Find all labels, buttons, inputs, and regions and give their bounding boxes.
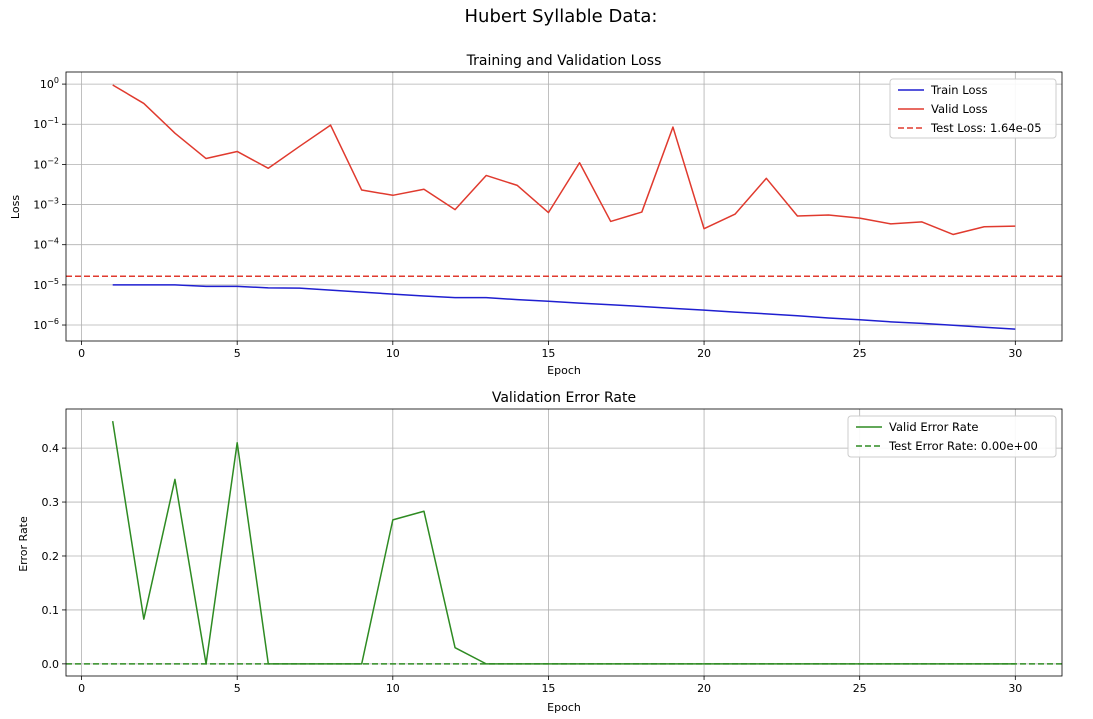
loss-chart-legend-label: Train Loss [930, 83, 987, 97]
loss-chart-xtick-label: 25 [853, 347, 867, 360]
loss-chart-xtick-label: 10 [386, 347, 400, 360]
loss-chart-ytick-label: 10−2 [33, 156, 59, 171]
error-rate-chart-xtick-label: 0 [78, 682, 85, 695]
loss-chart-ytick-exponent: −5 [47, 277, 59, 286]
error-rate-chart-legend: Valid Error Rate Test Error Rate: 0.00e+0… [847, 415, 1057, 458]
loss-chart-xtick-label: 5 [234, 347, 241, 360]
error-rate-chart-ytick-label: 0.3 [42, 496, 60, 509]
error-rate-chart-series-line-0 [111, 421, 1016, 665]
loss-chart-ytick-exponent: −4 [47, 237, 59, 246]
error-rate-chart-xtick-label: 15 [541, 682, 555, 695]
loss-chart-legend-box [889, 78, 1057, 139]
error-rate-chart-xlabel: Epoch [547, 701, 581, 714]
loss-chart-ytick-label: 10−5 [33, 277, 59, 292]
loss-chart-ytick-base: 10 [33, 199, 47, 212]
error-rate-chart-ytick-label: 0.0 [42, 658, 60, 671]
error-rate-chart-xtick-label: 30 [1008, 682, 1022, 695]
loss-chart: Training and Validation Loss Epoch Loss … [9, 53, 1063, 377]
error-rate-chart-ytick-label: 0.4 [42, 442, 60, 455]
loss-chart-ytick-base: 10 [33, 118, 47, 131]
loss-chart-ytick-base: 10 [40, 78, 54, 91]
error-rate-chart-legend-box [847, 415, 1057, 458]
error-rate-chart-xtick-label: 10 [386, 682, 400, 695]
loss-chart-ytick-base: 10 [33, 319, 47, 332]
error-rate-chart: Validation Error Rate Epoch Error Rate 0… [17, 390, 1063, 714]
loss-chart-series-line-0 [112, 284, 1016, 330]
loss-chart-ytick-base: 10 [33, 239, 47, 252]
loss-chart-legend-label: Valid Loss [931, 102, 988, 116]
loss-chart-ytick-exponent: −2 [47, 156, 59, 165]
error-rate-chart-ytick-label: 0.1 [42, 604, 60, 617]
loss-chart-ylabel: Loss [9, 195, 22, 219]
error-rate-chart-legend-label: Test Error Rate: 0.00e+00 [888, 439, 1038, 453]
loss-chart-ytick-exponent: −6 [47, 317, 59, 326]
loss-chart-xtick-label: 20 [697, 347, 711, 360]
loss-chart-xtick-label: 15 [541, 347, 555, 360]
loss-chart-series-line-1 [112, 84, 1016, 236]
error-rate-chart-xtick-label: 20 [697, 682, 711, 695]
error-rate-chart-ylabel: Error Rate [17, 516, 30, 572]
loss-chart-title: Training and Validation Loss [466, 53, 662, 69]
loss-chart-xtick-label: 0 [78, 347, 85, 360]
loss-chart-legend: Train Loss Valid Loss Test Loss: 1.64e-05 [889, 78, 1057, 139]
error-rate-chart-title: Validation Error Rate [492, 390, 636, 406]
loss-chart-ytick-exponent: 0 [54, 76, 59, 85]
loss-chart-ytick-label: 10−3 [33, 197, 59, 212]
loss-chart-xtick-label: 30 [1008, 347, 1022, 360]
loss-chart-ytick-label: 100 [40, 76, 59, 91]
loss-chart-ytick-label: 10−4 [33, 237, 59, 252]
error-rate-chart-xtick-label: 5 [234, 682, 241, 695]
loss-chart-legend-label: Test Loss: 1.64e-05 [930, 121, 1042, 135]
loss-chart-axes-frame [65, 71, 1063, 342]
loss-chart-ytick-label: 10−6 [33, 317, 59, 332]
error-rate-chart-xtick-label: 25 [853, 682, 867, 695]
loss-chart-ytick-label: 10−1 [33, 116, 59, 131]
loss-chart-ytick-exponent: −3 [47, 197, 59, 206]
error-rate-chart-axes-frame [65, 408, 1063, 677]
error-rate-chart-legend-label: Valid Error Rate [889, 420, 978, 434]
loss-chart-ytick-base: 10 [33, 158, 47, 171]
error-rate-chart-ytick-label: 0.2 [42, 550, 60, 563]
figure-suptitle: Hubert Syllable Data: [465, 6, 658, 27]
loss-chart-xlabel: Epoch [547, 364, 581, 377]
loss-chart-ytick-exponent: −1 [47, 116, 59, 125]
loss-chart-ytick-base: 10 [33, 279, 47, 292]
